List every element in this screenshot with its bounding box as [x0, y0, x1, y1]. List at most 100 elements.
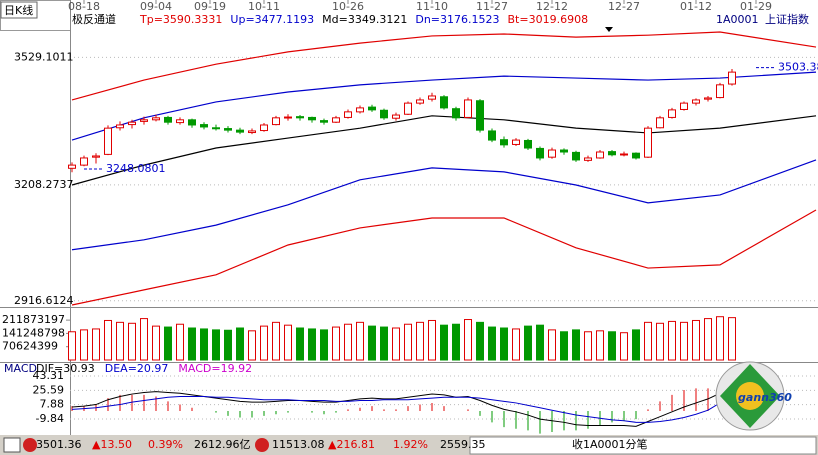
volume-bar — [572, 329, 580, 361]
ticker-box[interactable] — [469, 436, 817, 455]
candle-body — [368, 106, 376, 111]
candle-body — [92, 155, 100, 158]
volume-bar — [620, 332, 628, 361]
candle-body — [608, 151, 616, 156]
volume-bar — [164, 326, 172, 361]
volume-bar — [92, 328, 100, 361]
grid-icon[interactable] — [3, 437, 21, 453]
logo-text: gann360 — [738, 391, 792, 404]
candle-body — [296, 116, 304, 119]
volume-bar — [188, 327, 196, 361]
candle-body — [356, 107, 364, 113]
logo-center — [736, 382, 764, 410]
y-tick-label: 3529.1011 — [14, 50, 74, 63]
candle-body — [344, 111, 352, 118]
x-tick-label: 01-12 — [680, 0, 712, 13]
candle-body — [620, 153, 628, 156]
volume-bar — [236, 327, 244, 361]
volume-bar — [272, 321, 280, 361]
y-tick-label: 70624399 — [2, 340, 58, 353]
volume-bar — [392, 327, 400, 361]
candle-body — [392, 114, 400, 119]
symbol-name: 上证指数 — [765, 12, 809, 26]
x-tick-label: 12-27 — [608, 0, 640, 13]
candle-body — [272, 117, 280, 126]
x-tick-label: 12-12 — [536, 0, 568, 13]
volume-bar — [464, 319, 472, 361]
candle-body — [236, 129, 244, 133]
volume-bar — [608, 331, 616, 361]
candle-body — [488, 130, 496, 141]
candle-body — [284, 116, 292, 119]
period-box[interactable] — [0, 1, 38, 19]
candle-body — [476, 100, 484, 131]
x-tick-label: 10-11 — [248, 0, 280, 13]
volume-bar — [296, 327, 304, 361]
candle-body — [500, 139, 508, 146]
candle-body — [380, 109, 388, 119]
candle-body — [464, 99, 472, 118]
y-tick-label: 211873197 — [2, 313, 65, 326]
x-tick-label: 11-10 — [416, 0, 448, 13]
volume-bar — [440, 324, 448, 361]
y-tick-label: 2916.6124 — [14, 294, 74, 307]
channel-line — [71, 159, 817, 251]
volume-bar — [476, 321, 484, 361]
x-tick-label: 11-27 — [476, 0, 508, 13]
marker — [605, 27, 613, 32]
volume-bar — [332, 326, 340, 361]
candle-body — [692, 99, 700, 104]
candle-body — [584, 157, 592, 161]
period-label[interactable]: 日K线 — [4, 3, 33, 17]
candle-body — [308, 116, 316, 121]
candle-body — [404, 102, 412, 115]
candle-body — [596, 151, 604, 159]
indicator-value: Bt=3019.6908 — [508, 13, 589, 26]
volume-bar — [116, 321, 124, 361]
volume-bar — [368, 325, 376, 361]
candle-body — [248, 130, 256, 134]
y-tick-label: 7.88 — [40, 398, 65, 411]
volume-bar — [560, 331, 568, 361]
status-text: ▲13.50 — [92, 438, 132, 451]
status-text: 1.92% — [393, 438, 428, 451]
volume-bar — [500, 327, 508, 361]
volume-bar — [140, 318, 148, 361]
candle-body — [572, 151, 580, 161]
volume-bar — [320, 329, 328, 361]
channel-line — [71, 115, 817, 186]
status-text: ▲216.81 — [328, 438, 375, 451]
macd-legend: MACD=19.92 — [178, 362, 252, 375]
candle-body — [224, 128, 232, 131]
candle-body — [716, 84, 724, 99]
macd-title: MACD — [4, 362, 37, 375]
candle-body — [524, 139, 532, 149]
candle-body — [212, 127, 220, 130]
macd-legend: DEA=20.97 — [105, 362, 169, 375]
x-tick-label: 10-26 — [332, 0, 364, 13]
volume-bar — [380, 326, 388, 361]
volume-bar — [428, 319, 436, 361]
y-tick-label: 3208.2737 — [14, 178, 74, 191]
x-tick-label: 01-29 — [740, 0, 772, 13]
volume-bar — [260, 325, 268, 361]
price-label: 3503.3899 — [778, 61, 818, 74]
volume-bar — [404, 323, 412, 361]
candle-body — [68, 164, 76, 169]
candle-body — [176, 119, 184, 124]
status-text: 3501.36 — [36, 438, 82, 451]
candle-body — [548, 149, 556, 158]
x-tick-label: 09-19 — [194, 0, 226, 13]
volume-bar — [536, 324, 544, 361]
candle-body — [512, 139, 520, 145]
volume-bar — [584, 331, 592, 361]
volume-bar — [668, 320, 676, 361]
price-label: 3248.0801 — [106, 162, 166, 175]
volume-bar — [524, 325, 532, 361]
candle-body — [644, 127, 652, 158]
volume-bar — [356, 321, 364, 361]
y-tick-label: 141248798 — [2, 326, 65, 339]
status-text: 收1A0001分笔 — [572, 437, 648, 451]
candle-body — [80, 157, 88, 166]
y-tick-label: 25.59 — [33, 383, 65, 396]
